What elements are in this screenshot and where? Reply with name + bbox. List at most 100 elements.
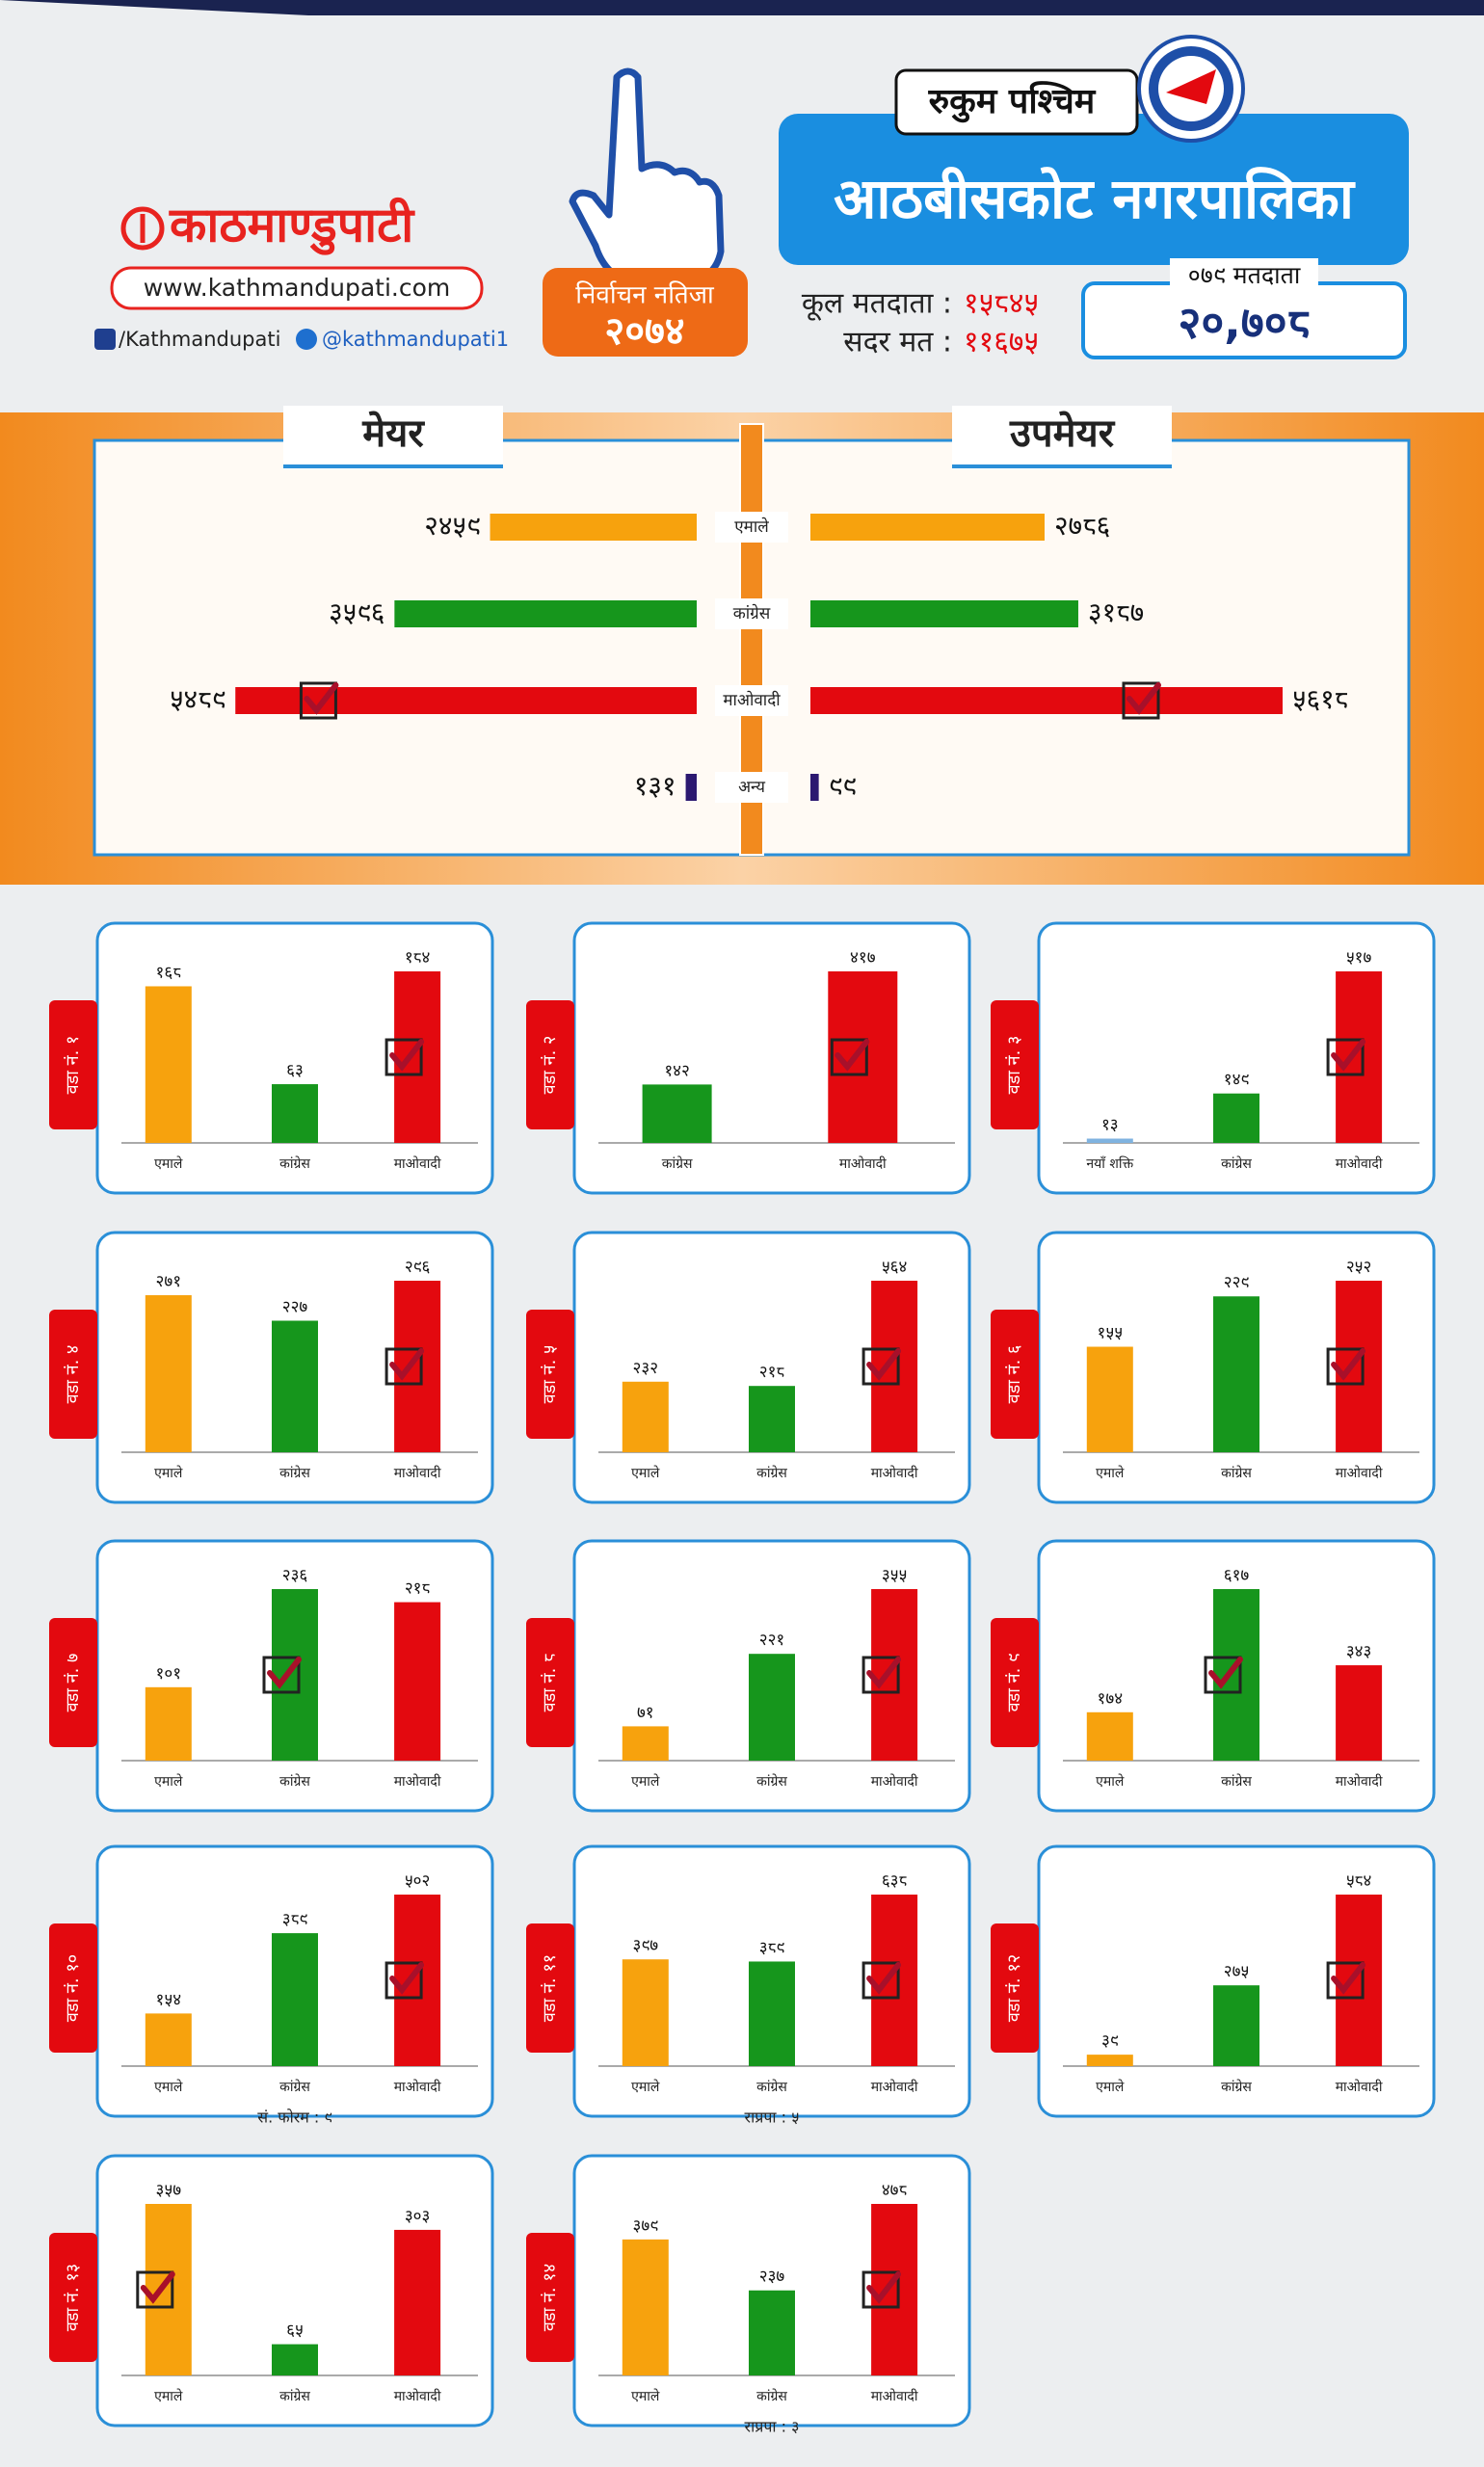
facebook[interactable]: /Kathmandupati — [119, 328, 280, 351]
winner-check — [299, 681, 337, 720]
value-label: ५६४ — [882, 1258, 908, 1277]
ward-tab — [49, 1923, 97, 2053]
twitter[interactable]: @kathmandupati1 — [322, 328, 509, 351]
ward-tab — [49, 1000, 97, 1129]
category-label-bg — [715, 685, 788, 716]
category-label: माओवादी — [871, 2388, 918, 2404]
category-label: माओवादी — [871, 1465, 918, 1481]
ward-title: वडा नं. ७ — [63, 1654, 83, 1712]
bar — [272, 1320, 318, 1452]
category-label: एमाले — [154, 1155, 183, 1172]
bar — [1086, 1346, 1133, 1452]
value-label: ३५५ — [882, 1566, 908, 1585]
badge-title: निर्वाचन नतिजा — [575, 280, 715, 310]
bar — [685, 774, 697, 801]
value-label: ६३८ — [882, 1871, 908, 1891]
winner-check — [1331, 1962, 1366, 1995]
bar — [145, 1686, 192, 1761]
category-label: कांग्रेस — [1221, 1465, 1252, 1481]
winner-check — [304, 682, 339, 715]
bar — [490, 514, 697, 541]
bar — [1213, 1296, 1259, 1452]
value-label: २३२ — [633, 1359, 659, 1378]
bar — [272, 2344, 318, 2375]
voters-079-label: ०७९ मतदाता — [1188, 261, 1301, 289]
category-label: एमाले — [734, 517, 769, 537]
category-label: एमाले — [1096, 1465, 1125, 1481]
ward-title: वडा नं. ५ — [540, 1345, 560, 1404]
category-label: कांग्रेस — [733, 603, 771, 623]
ward-tab — [49, 1310, 97, 1439]
category-label-bg — [715, 772, 788, 803]
bar — [394, 1602, 441, 1761]
value-label: ६३ — [286, 1061, 304, 1080]
bar — [1336, 1281, 1383, 1452]
winner-check — [830, 1038, 868, 1076]
category-label: कांग्रेस — [1221, 1773, 1252, 1790]
value-label: ३५९६ — [329, 597, 384, 628]
value-label: ३१८७ — [1088, 597, 1144, 628]
value-label: २५२ — [1346, 1258, 1372, 1277]
ward-title: वडा नं. १३ — [63, 2264, 83, 2331]
logo-icon — [120, 206, 165, 251]
bar — [810, 514, 1045, 541]
facebook-icon — [94, 329, 116, 350]
category-label: एमाले — [631, 2388, 660, 2404]
category-label: कांग्रेस — [279, 2388, 310, 2404]
valid-votes-label: सदर मत : — [843, 326, 952, 359]
ward-tab — [526, 1310, 574, 1439]
series-heading: मेयर — [361, 411, 425, 456]
category-label: एमाले — [154, 2079, 183, 2095]
category-label: माओवादी — [1336, 1773, 1383, 1790]
winner-check — [1208, 1657, 1243, 1689]
bar — [871, 1281, 918, 1452]
series-heading: उपमेयर — [1009, 411, 1116, 456]
category-label: माओवादी — [871, 2079, 918, 2095]
note: राप्रपा : ३ — [745, 2418, 800, 2436]
value-label: २२७ — [282, 1297, 308, 1316]
value-label: १५४ — [156, 1990, 182, 2009]
value-label: १३१ — [634, 770, 676, 802]
bar — [871, 1589, 918, 1761]
bar — [1213, 1093, 1259, 1143]
category-label: कांग्रेस — [756, 1773, 787, 1790]
winner-check — [1126, 682, 1161, 715]
category-label: माओवादी — [394, 1773, 441, 1790]
website[interactable]: www.kathmandupati.com — [144, 274, 451, 302]
category-label: एमाले — [1096, 1773, 1125, 1790]
bar — [871, 2204, 918, 2375]
category-label: कांग्रेस — [756, 2079, 787, 2095]
category-label: कांग्रेस — [756, 1465, 787, 1481]
value-label: १५५ — [1098, 1324, 1124, 1343]
bar — [394, 1281, 441, 1452]
category-label: माओवादी — [394, 1155, 441, 1172]
ward-title: वडा नं. २ — [540, 1036, 560, 1095]
heading-tab — [952, 406, 1172, 469]
heading-tab — [283, 406, 503, 469]
winner-check — [1326, 1038, 1365, 1076]
bar — [810, 687, 1283, 714]
value-label: ३८९ — [759, 1938, 785, 1957]
winner-check — [1122, 681, 1160, 720]
category-label: माओवादी — [1336, 2079, 1383, 2095]
ward-tab — [526, 1923, 574, 2053]
value-label: १३ — [1101, 1116, 1119, 1135]
value-label: ५८४ — [1346, 1871, 1372, 1891]
category-label: कांग्रेस — [662, 1155, 693, 1172]
winner-check — [389, 1348, 425, 1381]
value-label: ४१७ — [850, 948, 876, 968]
bar — [871, 1895, 918, 2066]
bar — [749, 1961, 795, 2066]
value-label: ७१ — [637, 1703, 654, 1722]
winner-check — [1331, 1039, 1366, 1072]
bar — [622, 2239, 669, 2375]
category-label: माओवादी — [394, 2079, 441, 2095]
ward-tab — [49, 2233, 97, 2362]
category-label: एमाले — [631, 1773, 660, 1790]
badge-year: २०७४ — [604, 309, 684, 354]
category-label: माओवादी — [723, 690, 781, 710]
value-label: ५४८९ — [170, 683, 225, 715]
category-label-bg — [715, 512, 788, 543]
value-label: १०१ — [156, 1664, 182, 1684]
value-label: ३०३ — [405, 2207, 431, 2226]
